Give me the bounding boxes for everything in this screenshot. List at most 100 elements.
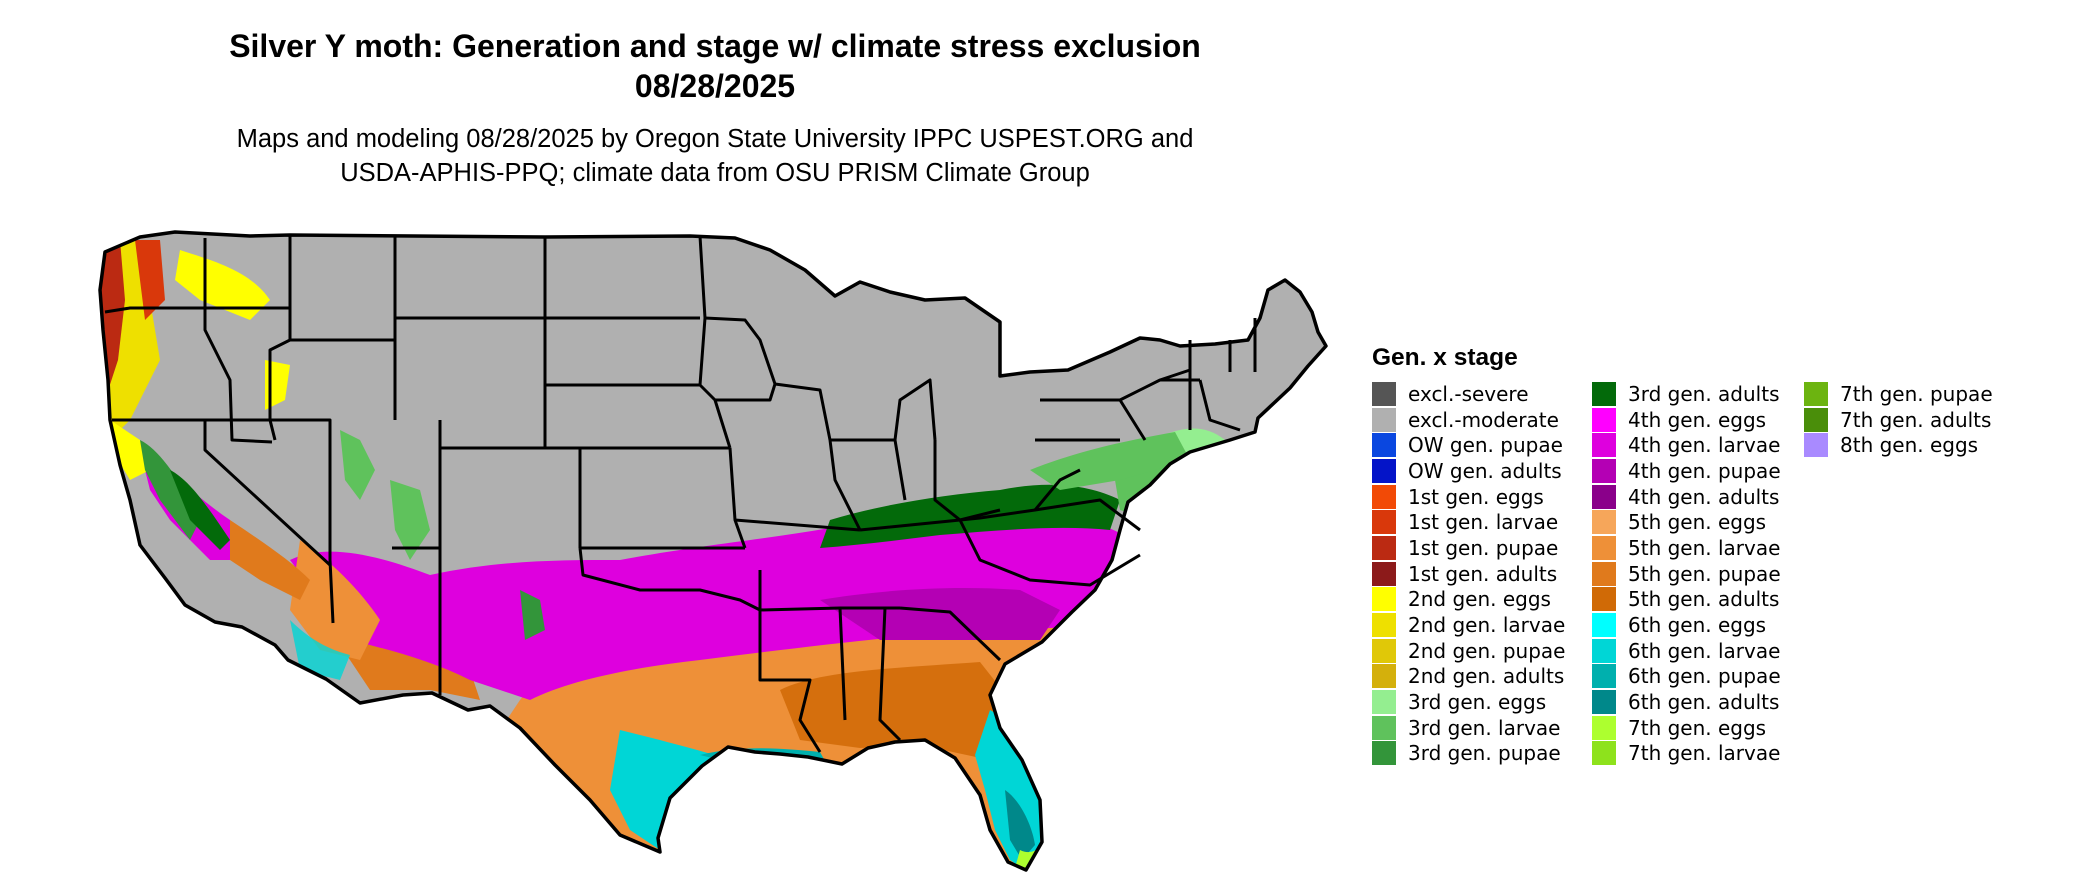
legend-column-1: excl.-severe excl.-moderate OW gen. pupae O… [1372, 381, 1565, 766]
credits-line-1: Maps and modeling 08/28/2025 by Oregon S… [236, 125, 1194, 153]
legend-label: 4th gen. larvae [1628, 433, 1781, 458]
legend-swatch [1592, 715, 1616, 740]
legend-item: 6th gen. larvae [1592, 638, 1781, 664]
legend-column-2: 3rd gen. adults 4th gen. eggs 4th gen. lar… [1592, 381, 1781, 766]
legend-item: 8th gen. eggs [1804, 432, 1993, 458]
legend-item: 3rd gen. pupae [1372, 741, 1565, 767]
legend-item: OW gen. pupae [1372, 432, 1565, 458]
legend-item: 7th gen. eggs [1592, 715, 1781, 741]
legend-label: 4th gen. pupae [1628, 458, 1781, 483]
legend-item: 6th gen. pupae [1592, 664, 1781, 690]
map-date: 08/28/2025 [634, 68, 796, 104]
legend-label: 1st gen. larvae [1408, 510, 1559, 535]
legend-swatch [1372, 690, 1396, 715]
legend-swatch [1372, 587, 1396, 612]
legend-label: 3rd gen. eggs [1408, 690, 1547, 715]
legend-swatch [1372, 741, 1396, 766]
map-title: Silver Y moth: Generation and stage w/ c… [229, 28, 1201, 64]
legend-label: 6th gen. pupae [1628, 664, 1781, 689]
legend-label: 4th gen. eggs [1628, 407, 1767, 432]
legend-item: 1st gen. adults [1372, 561, 1565, 587]
legend-swatch [1372, 715, 1396, 740]
legend-swatch [1592, 407, 1616, 432]
legend-label: 3rd gen. larvae [1408, 715, 1561, 740]
legend-item: 7th gen. adults [1804, 407, 1993, 433]
legend-label: 2nd gen. eggs [1408, 587, 1551, 612]
legend-swatch [1804, 381, 1828, 406]
legend-item: OW gen. adults [1372, 458, 1565, 484]
legend-swatch [1804, 433, 1828, 458]
legend-label: 1st gen. eggs [1408, 484, 1544, 509]
legend-item: 5th gen. eggs [1592, 509, 1781, 535]
legend-item: excl.-moderate [1372, 407, 1565, 433]
legend-swatch [1372, 638, 1396, 663]
legend-swatch [1592, 484, 1616, 509]
legend-label: 1st gen. pupae [1408, 535, 1559, 560]
legend-item: 1st gen. eggs [1372, 484, 1565, 510]
legend-item: 2nd gen. adults [1372, 664, 1565, 690]
legend-item: 1st gen. pupae [1372, 535, 1565, 561]
legend-swatch [1372, 484, 1396, 509]
legend-item: 3rd gen. adults [1592, 381, 1781, 407]
legend-column-3: 7th gen. pupae 7th gen. adults 8th gen. eg… [1804, 381, 1993, 458]
legend-label: 5th gen. adults [1628, 587, 1780, 612]
legend-swatch [1372, 664, 1396, 689]
legend-swatch [1592, 741, 1616, 766]
legend-swatch [1372, 433, 1396, 458]
credits-line-2: USDA-APHIS-PPQ; climate data from OSU PR… [340, 159, 1090, 187]
legend-swatch [1372, 381, 1396, 406]
legend-label: 7th gen. larvae [1628, 741, 1781, 766]
legend-label: 3rd gen. adults [1628, 381, 1780, 406]
legend-item: 7th gen. pupae [1804, 381, 1993, 407]
legend-label: 2nd gen. larvae [1408, 613, 1566, 638]
legend-item: 5th gen. adults [1592, 587, 1781, 613]
legend-swatch [1804, 407, 1828, 432]
legend-item: 5th gen. larvae [1592, 535, 1781, 561]
legend-label: 2nd gen. pupae [1408, 638, 1566, 663]
legend-item: 2nd gen. pupae [1372, 638, 1565, 664]
legend-label: 1st gen. adults [1408, 561, 1558, 586]
legend-swatch [1372, 613, 1396, 638]
legend-label: 7th gen. eggs [1628, 715, 1767, 740]
legend-item: 6th gen. adults [1592, 689, 1781, 715]
legend-label: 7th gen. pupae [1840, 381, 1993, 406]
legend-swatch [1372, 510, 1396, 535]
legend-swatch [1592, 510, 1616, 535]
legend-label: 5th gen. pupae [1628, 561, 1781, 586]
legend-item: 4th gen. eggs [1592, 407, 1781, 433]
legend-swatch [1592, 613, 1616, 638]
legend-swatch [1592, 433, 1616, 458]
legend-label: OW gen. pupae [1408, 433, 1563, 458]
legend-label: 4th gen. adults [1628, 484, 1780, 509]
legend-item: 2nd gen. larvae [1372, 612, 1565, 638]
legend-swatch [1592, 638, 1616, 663]
legend-label: 3rd gen. pupae [1408, 741, 1561, 766]
legend-swatch [1592, 587, 1616, 612]
legend-label: excl.-moderate [1408, 407, 1559, 432]
legend-item: 1st gen. larvae [1372, 509, 1565, 535]
legend-swatch [1592, 458, 1616, 483]
legend-item: 3rd gen. eggs [1372, 689, 1565, 715]
legend-label: 6th gen. eggs [1628, 613, 1767, 638]
legend-item: 3rd gen. larvae [1372, 715, 1565, 741]
legend-label: 5th gen. larvae [1628, 535, 1781, 560]
legend-swatch [1372, 535, 1396, 560]
legend-swatch [1592, 535, 1616, 560]
legend-item: 4th gen. adults [1592, 484, 1781, 510]
legend-label: 6th gen. larvae [1628, 638, 1781, 663]
legend-swatch [1372, 407, 1396, 432]
legend-item: 4th gen. larvae [1592, 432, 1781, 458]
legend-label: 7th gen. adults [1840, 407, 1992, 432]
legend-item: 6th gen. eggs [1592, 612, 1781, 638]
legend-label: 6th gen. adults [1628, 690, 1780, 715]
legend-swatch [1592, 690, 1616, 715]
legend-item: 5th gen. pupae [1592, 561, 1781, 587]
legend-swatch [1592, 664, 1616, 689]
legend-label: 8th gen. eggs [1840, 433, 1979, 458]
legend-item: 7th gen. larvae [1592, 741, 1781, 767]
legend-title: Gen. x stage [1372, 344, 1518, 371]
legend-item: 4th gen. pupae [1592, 458, 1781, 484]
legend-swatch [1592, 561, 1616, 586]
legend-swatch [1372, 561, 1396, 586]
